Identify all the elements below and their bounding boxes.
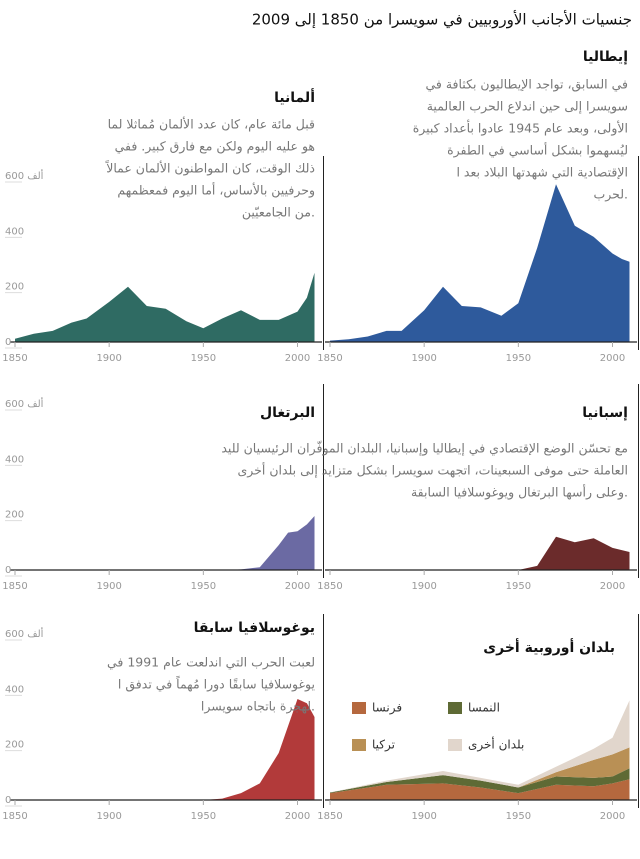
annotation-line: لعبت الحرب التي اندلعت عام 1991 في	[107, 655, 315, 671]
panel-title: ألمانيا	[274, 88, 315, 106]
annotation-line: وعلى رأسها البرتغال ويوغوسلافيا السابقة.	[411, 484, 628, 501]
y-tick-label: 400	[5, 454, 24, 465]
annotation-line: وحرفيين بالأساس، أما اليوم فمعظمهم	[117, 182, 315, 199]
x-tick-label: 1950	[506, 581, 531, 592]
panel-title: يوغوسلافيا سابقا	[194, 620, 315, 636]
page-title: جنسيات الأجانب الأوروبيين في سويسرا من 1…	[252, 10, 632, 30]
x-tick-label: 1850	[2, 811, 27, 822]
y-tick-label: 400	[5, 226, 24, 237]
panel-title: إسبانيا	[582, 405, 628, 421]
x-tick-label: 2000	[285, 581, 310, 592]
x-tick-label: 1850	[317, 353, 342, 364]
x-tick-label: 1850	[2, 353, 27, 364]
x-tick-label: 1900	[96, 811, 121, 822]
y-tick-label: 400	[5, 684, 24, 695]
legend-label: بلدان أخرى	[468, 737, 524, 753]
x-tick-label: 2000	[600, 811, 625, 822]
x-tick-label: 1900	[411, 353, 436, 364]
x-tick-label: 1950	[191, 811, 216, 822]
annotation-line: قبل مائة عام، كان عدد الألمان مُماثلا لم…	[108, 117, 315, 132]
panel-title: البرتغال	[260, 405, 315, 421]
x-tick-label: 1900	[411, 811, 436, 822]
x-tick-label: 1950	[506, 353, 531, 364]
legend-label: تركيا	[372, 738, 395, 753]
x-tick-label: 2000	[600, 581, 625, 592]
legend-label: النمسا	[468, 701, 500, 715]
legend-swatch	[448, 702, 462, 714]
area	[15, 699, 315, 800]
y-tick-label: 200	[5, 282, 24, 293]
area	[15, 516, 315, 570]
legend-label: فرنسا	[372, 701, 402, 716]
annotation-line: لهجرة باتجاه سويسرا.	[201, 699, 315, 715]
annotation-line: من الجامعيّين.	[242, 205, 315, 221]
annotation-line: مع تحسّن الوضع الإقتصادي في إيطاليا وإسب…	[221, 441, 628, 457]
annotation-line: في السابق، تواجد الإيطاليون بكثافة في	[425, 77, 628, 93]
stacked-area	[330, 768, 630, 794]
y-tick-label: 600 ألف	[5, 397, 44, 410]
x-tick-label: 1850	[2, 581, 27, 592]
y-tick-label: 0	[5, 565, 11, 576]
y-tick-label: 0	[5, 795, 11, 806]
area	[15, 272, 315, 342]
annotation-line: هو عليه اليوم ولكن مع فارق كبير. ففي	[115, 139, 315, 155]
x-tick-label: 1900	[411, 581, 436, 592]
legend-swatch	[448, 739, 462, 751]
y-tick-label: 600 ألف	[5, 169, 44, 182]
annotation-line: الأولى، وبعد عام 1945 عادوا بأعداد كبيرة	[413, 120, 628, 137]
x-tick-label: 1950	[191, 353, 216, 364]
x-tick-label: 2000	[285, 811, 310, 822]
annotation-line: سويسرا إلى حين اندلاع الحرب العالمية	[427, 99, 628, 115]
x-tick-label: 2000	[285, 353, 310, 364]
y-tick-label: 200	[5, 510, 24, 521]
y-tick-label: 0	[5, 337, 11, 348]
x-tick-label: 1900	[96, 353, 121, 364]
annotation-line: لحرب.	[593, 187, 628, 203]
annotation-line: الإقتصادية التي شهدتها البلاد بعد ا	[456, 165, 628, 181]
area	[330, 536, 630, 570]
stacked-area	[330, 779, 630, 800]
annotation-line: ليُسهموا بشكل أساسي في الطفرة	[447, 142, 628, 159]
panel-title: إيطاليا	[583, 49, 628, 65]
x-tick-label: 1850	[317, 581, 342, 592]
x-tick-label: 1900	[96, 581, 121, 592]
stacked-area	[330, 747, 630, 793]
annotation-line: العاملة حتى موفى السبعينات، اتجهت سويسرا…	[237, 462, 628, 479]
y-tick-label: 200	[5, 740, 24, 751]
legend-swatch	[352, 702, 366, 714]
x-tick-label: 1950	[506, 811, 531, 822]
y-tick-label: 600 ألف	[5, 627, 44, 640]
stacked-area	[330, 700, 630, 793]
x-tick-label: 2000	[600, 353, 625, 364]
x-tick-label: 1950	[191, 581, 216, 592]
annotation-line: ذلك الوقت، كان المواطنون الألمان عمالاً	[105, 160, 315, 177]
panel-title: بلدان أوروبية أخرى	[483, 638, 615, 656]
legend-swatch	[352, 739, 366, 751]
annotation-line: يوغوسلافيا سابقًا دورا مُهماً في تدفق ا	[118, 675, 316, 693]
area	[330, 184, 630, 342]
x-tick-label: 1850	[317, 811, 342, 822]
